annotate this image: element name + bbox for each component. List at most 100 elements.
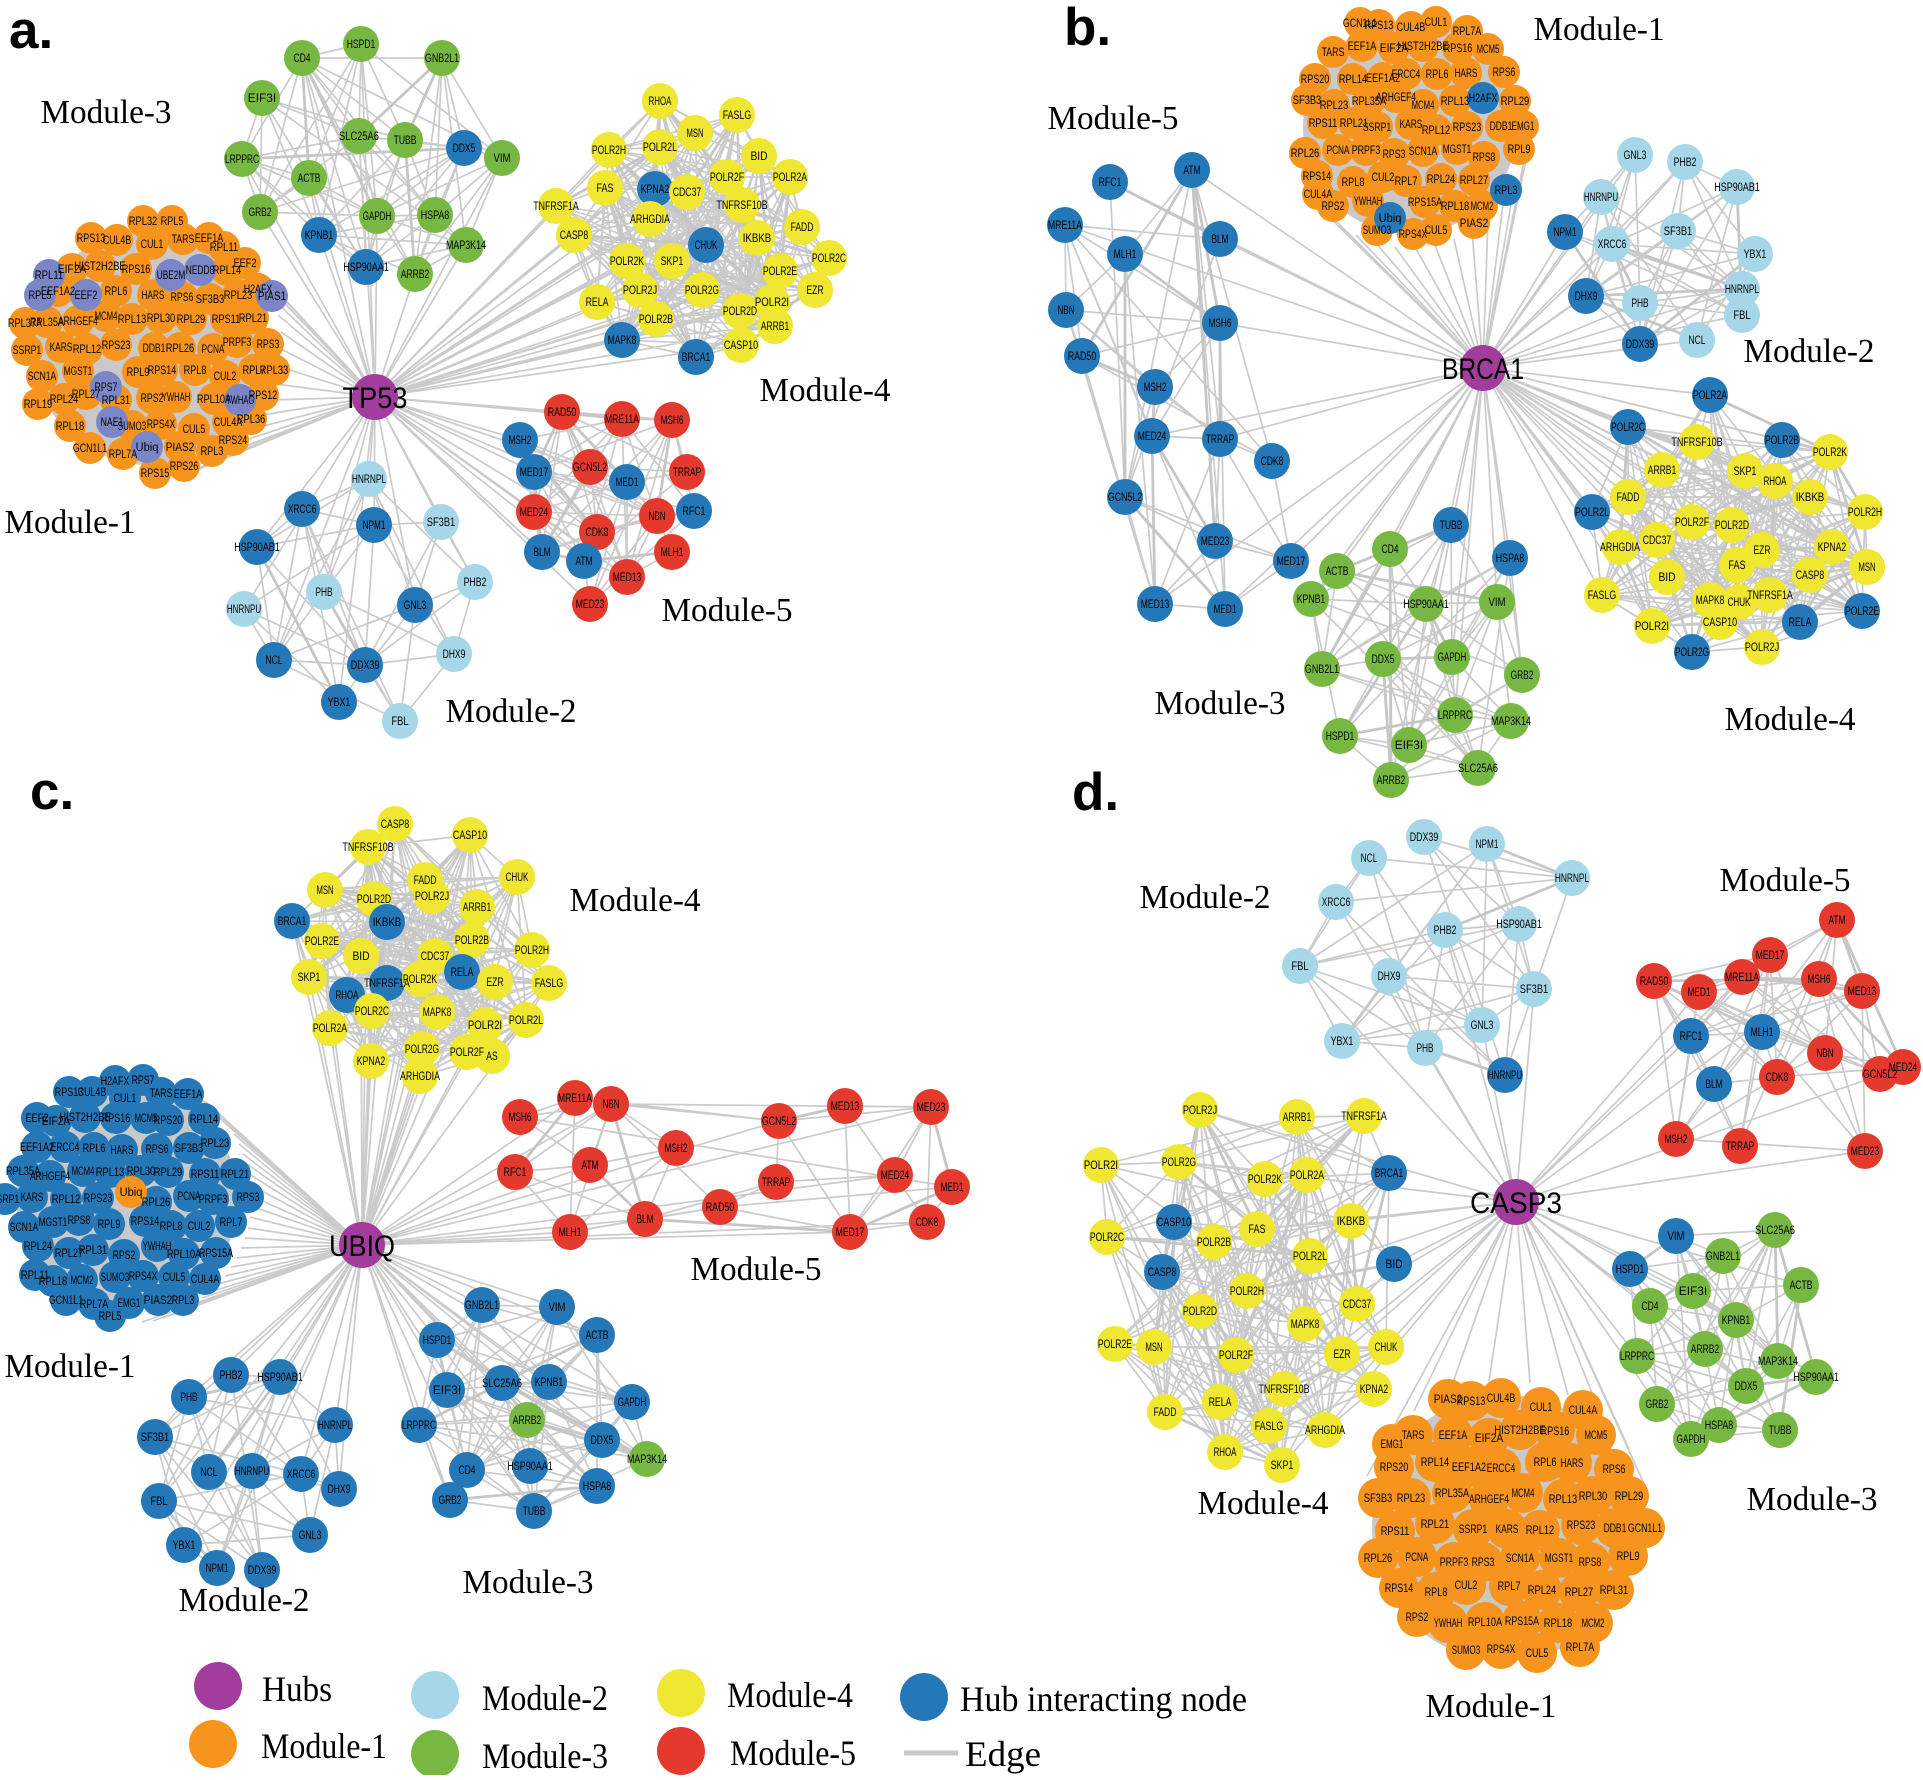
svg-text:RPS15: RPS15 <box>141 468 170 480</box>
svg-text:TARS: TARS <box>1402 1430 1425 1442</box>
svg-text:RPS14: RPS14 <box>131 1216 160 1228</box>
svg-text:VIM: VIM <box>1488 597 1505 609</box>
svg-text:FAS: FAS <box>1248 1224 1265 1236</box>
svg-text:HARS: HARS <box>142 290 165 302</box>
svg-text:IKBKB: IKBKB <box>1796 492 1825 504</box>
svg-text:Ubiq: Ubiq <box>120 1187 143 1199</box>
svg-text:CUL4B: CUL4B <box>103 235 132 247</box>
svg-text:POLR2I: POLR2I <box>755 297 789 309</box>
svg-text:LRPPRC: LRPPRC <box>1438 710 1472 722</box>
svg-text:RPS11: RPS11 <box>1381 1526 1410 1538</box>
svg-text:EEF1A2: EEF1A2 <box>20 1142 54 1154</box>
svg-text:UBE2M: UBE2M <box>157 270 186 282</box>
svg-text:CASP8: CASP8 <box>381 819 410 831</box>
svg-text:RPL11: RPL11 <box>210 242 239 254</box>
svg-text:EIF2A: EIF2A <box>42 1116 71 1128</box>
svg-text:RPL24: RPL24 <box>1427 174 1456 186</box>
svg-text:VIM: VIM <box>493 153 510 165</box>
svg-text:GCN5L2: GCN5L2 <box>762 1116 796 1128</box>
svg-text:RPL10A: RPL10A <box>197 394 231 406</box>
svg-text:SKP1: SKP1 <box>661 256 684 268</box>
svg-text:RPS20: RPS20 <box>154 1115 183 1127</box>
svg-text:ARHGEF4: ARHGEF4 <box>58 316 98 328</box>
svg-text:RPL23: RPL23 <box>1320 100 1349 112</box>
svg-text:RPL24: RPL24 <box>50 394 79 406</box>
svg-text:RPL21: RPL21 <box>1340 118 1369 130</box>
svg-text:RPL35A: RPL35A <box>1352 96 1386 108</box>
svg-text:SKP1: SKP1 <box>1271 1460 1294 1472</box>
svg-text:POLR2G: POLR2G <box>685 285 719 297</box>
svg-text:Module-1: Module-1 <box>1534 11 1665 48</box>
svg-text:Module-5: Module-5 <box>1048 100 1179 137</box>
svg-text:Module-3: Module-3 <box>463 1564 594 1601</box>
svg-text:UBIQ: UBIQ <box>329 1230 395 1263</box>
svg-text:RPS4X: RPS4X <box>129 1271 158 1283</box>
svg-text:FADD: FADD <box>1154 1407 1177 1419</box>
svg-text:RPL35A: RPL35A <box>1435 1488 1469 1500</box>
svg-text:ARRB1: ARRB1 <box>761 321 790 333</box>
svg-text:HARS: HARS <box>1455 68 1478 80</box>
svg-text:GCN5L2: GCN5L2 <box>1108 492 1142 504</box>
svg-text:RPS24: RPS24 <box>219 435 248 447</box>
svg-text:EEF2: EEF2 <box>26 1113 49 1125</box>
svg-text:RPL33: RPL33 <box>260 365 289 377</box>
svg-text:MED17: MED17 <box>520 467 549 479</box>
svg-text:MSN: MSN <box>1145 1342 1162 1354</box>
svg-text:HNRNPU: HNRNPU <box>1584 192 1618 204</box>
svg-text:HIST2H2BE: HIST2H2BE <box>1494 1425 1546 1437</box>
svg-text:RPL35A: RPL35A <box>6 1166 40 1178</box>
svg-text:RELA: RELA <box>1209 1397 1232 1409</box>
svg-text:KARS: KARS <box>21 1192 44 1204</box>
svg-text:ACTB: ACTB <box>1326 566 1349 578</box>
svg-text:TARS: TARS <box>150 1088 173 1100</box>
svg-text:EEF1A2: EEF1A2 <box>1366 73 1400 85</box>
svg-text:POLR2A: POLR2A <box>773 172 807 184</box>
svg-text:HSP90AB1: HSP90AB1 <box>1496 919 1542 931</box>
svg-text:ARRB1: ARRB1 <box>1283 1112 1312 1124</box>
svg-text:POLR2J: POLR2J <box>623 285 657 297</box>
svg-text:MED13: MED13 <box>831 1101 860 1113</box>
svg-text:RPL31: RPL31 <box>1600 1585 1629 1597</box>
svg-text:RPS23: RPS23 <box>84 1193 113 1205</box>
svg-text:EIF3I: EIF3I <box>1679 1286 1708 1298</box>
svg-text:RPL21: RPL21 <box>239 313 268 325</box>
svg-text:GNL3: GNL3 <box>1624 150 1647 162</box>
svg-text:RPL31: RPL31 <box>79 1245 108 1257</box>
svg-text:EEF1A: EEF1A <box>195 233 224 245</box>
svg-text:POLR2J: POLR2J <box>415 891 449 903</box>
svg-text:BLM: BLM <box>1705 1079 1722 1091</box>
svg-text:SF3B3: SF3B3 <box>1364 1493 1393 1505</box>
svg-text:POLR2C: POLR2C <box>812 253 846 265</box>
svg-text:MED24: MED24 <box>1138 431 1167 443</box>
svg-text:RELA: RELA <box>586 297 609 309</box>
svg-text:SUMO3: SUMO3 <box>1363 225 1392 237</box>
svg-text:RPS3: RPS3 <box>1472 1557 1495 1569</box>
svg-text:FASLG: FASLG <box>1588 590 1617 602</box>
svg-text:HNRNPU: HNRNPU <box>227 604 261 616</box>
svg-text:CDC37: CDC37 <box>1643 535 1672 547</box>
svg-text:IKBKB: IKBKB <box>373 917 402 929</box>
svg-text:GCN1L1: GCN1L1 <box>73 443 107 455</box>
svg-text:POLR2J: POLR2J <box>1745 642 1779 654</box>
svg-text:CUL1: CUL1 <box>1530 1402 1553 1414</box>
svg-text:BRCA1: BRCA1 <box>1442 353 1524 386</box>
svg-text:SF3B3: SF3B3 <box>175 1143 204 1155</box>
svg-text:TNFRSF1A: TNFRSF1A <box>364 978 410 990</box>
svg-text:MCM5: MCM5 <box>1585 1430 1608 1442</box>
svg-text:SF3B3: SF3B3 <box>196 294 225 306</box>
svg-text:FBL: FBL <box>391 716 409 728</box>
svg-text:RPL11: RPL11 <box>21 1270 50 1282</box>
svg-text:CUL2: CUL2 <box>1455 1580 1478 1592</box>
svg-text:RPL14: RPL14 <box>213 265 242 277</box>
svg-text:RPS3: RPS3 <box>257 339 280 351</box>
svg-text:PIAS2: PIAS2 <box>144 1295 173 1307</box>
svg-text:SSRP1: SSRP1 <box>0 1194 19 1206</box>
svg-text:RPL13: RPL13 <box>1549 1494 1578 1506</box>
svg-text:HNRNPL: HNRNPL <box>1725 284 1760 296</box>
svg-text:CASP8: CASP8 <box>1148 1267 1177 1279</box>
svg-text:NBN: NBN <box>1816 1048 1833 1060</box>
svg-text:RPL14: RPL14 <box>1339 74 1368 86</box>
svg-text:GCN1L1: GCN1L1 <box>1628 1523 1662 1535</box>
svg-text:RPL7A: RPL7A <box>109 449 138 461</box>
svg-text:CUL1: CUL1 <box>1425 17 1448 29</box>
